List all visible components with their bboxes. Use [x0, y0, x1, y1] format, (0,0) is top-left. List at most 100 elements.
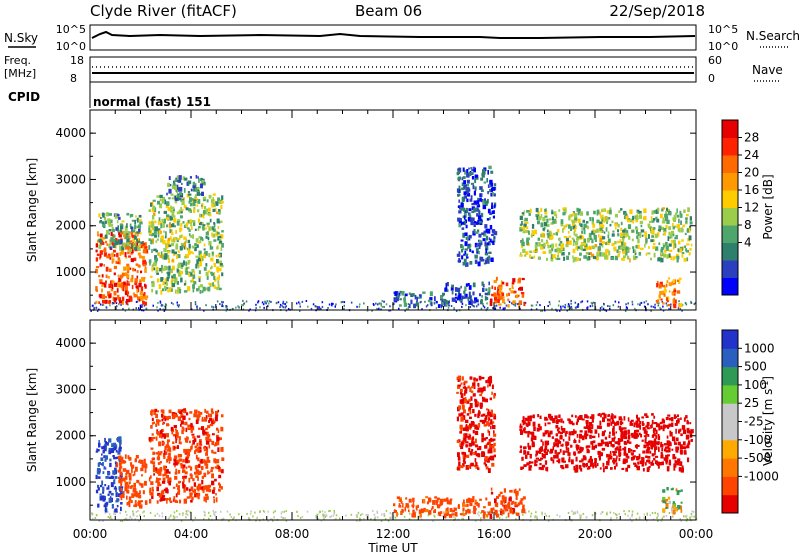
echo-cell	[471, 391, 474, 393]
echo-cell	[679, 248, 682, 252]
ground-scatter-cell	[266, 302, 268, 304]
echo-cell	[648, 467, 650, 471]
echo-cell	[466, 169, 468, 173]
echo-cell	[605, 251, 607, 255]
echo-cell	[616, 431, 618, 433]
echo-cell	[549, 416, 551, 419]
echo-cell	[213, 496, 215, 498]
ground-scatter-cell	[683, 515, 685, 517]
echo-cell	[607, 414, 609, 417]
ground-scatter-cell	[176, 510, 178, 512]
echo-cell	[193, 222, 195, 226]
echo-cell	[188, 194, 192, 196]
ground-scatter-cell	[179, 513, 181, 515]
echo-cell	[675, 213, 677, 215]
echo-cell	[106, 267, 109, 272]
echo-cell	[184, 499, 187, 504]
echo-cell	[180, 271, 183, 275]
echo-cell	[584, 229, 586, 234]
echo-cell	[598, 234, 600, 237]
echo-cell	[535, 454, 537, 457]
echo-cell	[210, 414, 212, 418]
echo-cell	[576, 238, 579, 241]
ground-scatter-cell	[575, 302, 577, 304]
echo-cell	[541, 439, 543, 442]
echo-cell	[589, 435, 592, 439]
echo-cell	[524, 218, 528, 222]
echo-cell	[201, 207, 203, 209]
echo-cell	[200, 459, 203, 464]
echo-cell	[549, 236, 552, 240]
echo-cell	[586, 463, 588, 467]
echo-cell	[461, 383, 463, 385]
echo-cell	[451, 285, 454, 288]
echo-cell	[598, 413, 600, 416]
echo-cell	[219, 236, 222, 238]
echo-cell	[640, 221, 643, 224]
echo-cell	[188, 449, 191, 452]
echo-cell	[96, 266, 99, 268]
echo-cell	[135, 215, 137, 218]
echo-cell	[618, 438, 620, 441]
echo-cell	[469, 285, 472, 290]
echo-cell	[636, 230, 638, 234]
echo-cell	[529, 461, 531, 464]
echo-cell	[486, 514, 488, 517]
echo-cell	[617, 229, 619, 232]
echo-cell	[123, 282, 126, 285]
echo-cell	[662, 461, 665, 465]
echo-cell	[558, 209, 560, 212]
echo-cell	[518, 288, 521, 291]
echo-cell	[570, 226, 572, 231]
echo-cell	[183, 260, 185, 265]
echo-cell	[97, 468, 100, 472]
echo-cell	[198, 226, 201, 228]
echo-cell	[458, 385, 461, 387]
echo-cell	[114, 291, 117, 296]
echo-cell	[434, 296, 436, 301]
echo-cell	[213, 458, 216, 463]
echo-cell	[503, 299, 505, 304]
echo-cell	[544, 209, 546, 212]
echo-cell	[472, 251, 474, 254]
echo-cell	[651, 210, 654, 214]
echo-cell	[206, 447, 208, 450]
echo-cell	[540, 247, 543, 250]
echo-cell	[469, 235, 472, 239]
echo-cell	[134, 247, 137, 250]
echo-cell	[137, 289, 139, 293]
echo-cell	[597, 254, 599, 257]
echo-cell	[476, 300, 478, 302]
echo-cell	[630, 423, 634, 426]
echo-cell	[544, 216, 547, 218]
echo-cell	[136, 263, 139, 266]
echo-cell	[468, 509, 470, 513]
echo-cell	[671, 449, 673, 451]
echo-cell	[648, 246, 650, 249]
echo-cell	[215, 493, 217, 496]
echo-cell	[545, 460, 547, 465]
echo-cell	[177, 197, 179, 200]
echo-cell	[537, 414, 539, 417]
echo-cell	[538, 242, 540, 247]
echo-cell	[202, 417, 204, 420]
echo-cell	[142, 261, 144, 265]
echo-cell	[445, 300, 447, 304]
echo-cell	[184, 256, 187, 259]
echo-cell	[496, 514, 499, 518]
ground-scatter-cell	[327, 307, 329, 309]
ground-scatter-cell	[580, 301, 582, 303]
ground-scatter-cell	[427, 304, 429, 306]
ground-scatter-cell	[100, 304, 102, 306]
echo-cell	[205, 428, 208, 430]
echo-cell	[530, 209, 532, 213]
echo-cell	[669, 250, 672, 252]
echo-cell	[205, 432, 207, 435]
echo-cell	[111, 443, 113, 447]
echo-cell	[169, 176, 171, 180]
echo-cell	[552, 436, 554, 439]
ground-scatter-cell	[137, 510, 139, 512]
echo-cell	[477, 467, 479, 470]
echo-cell	[528, 422, 531, 426]
echo-cell	[102, 462, 104, 466]
